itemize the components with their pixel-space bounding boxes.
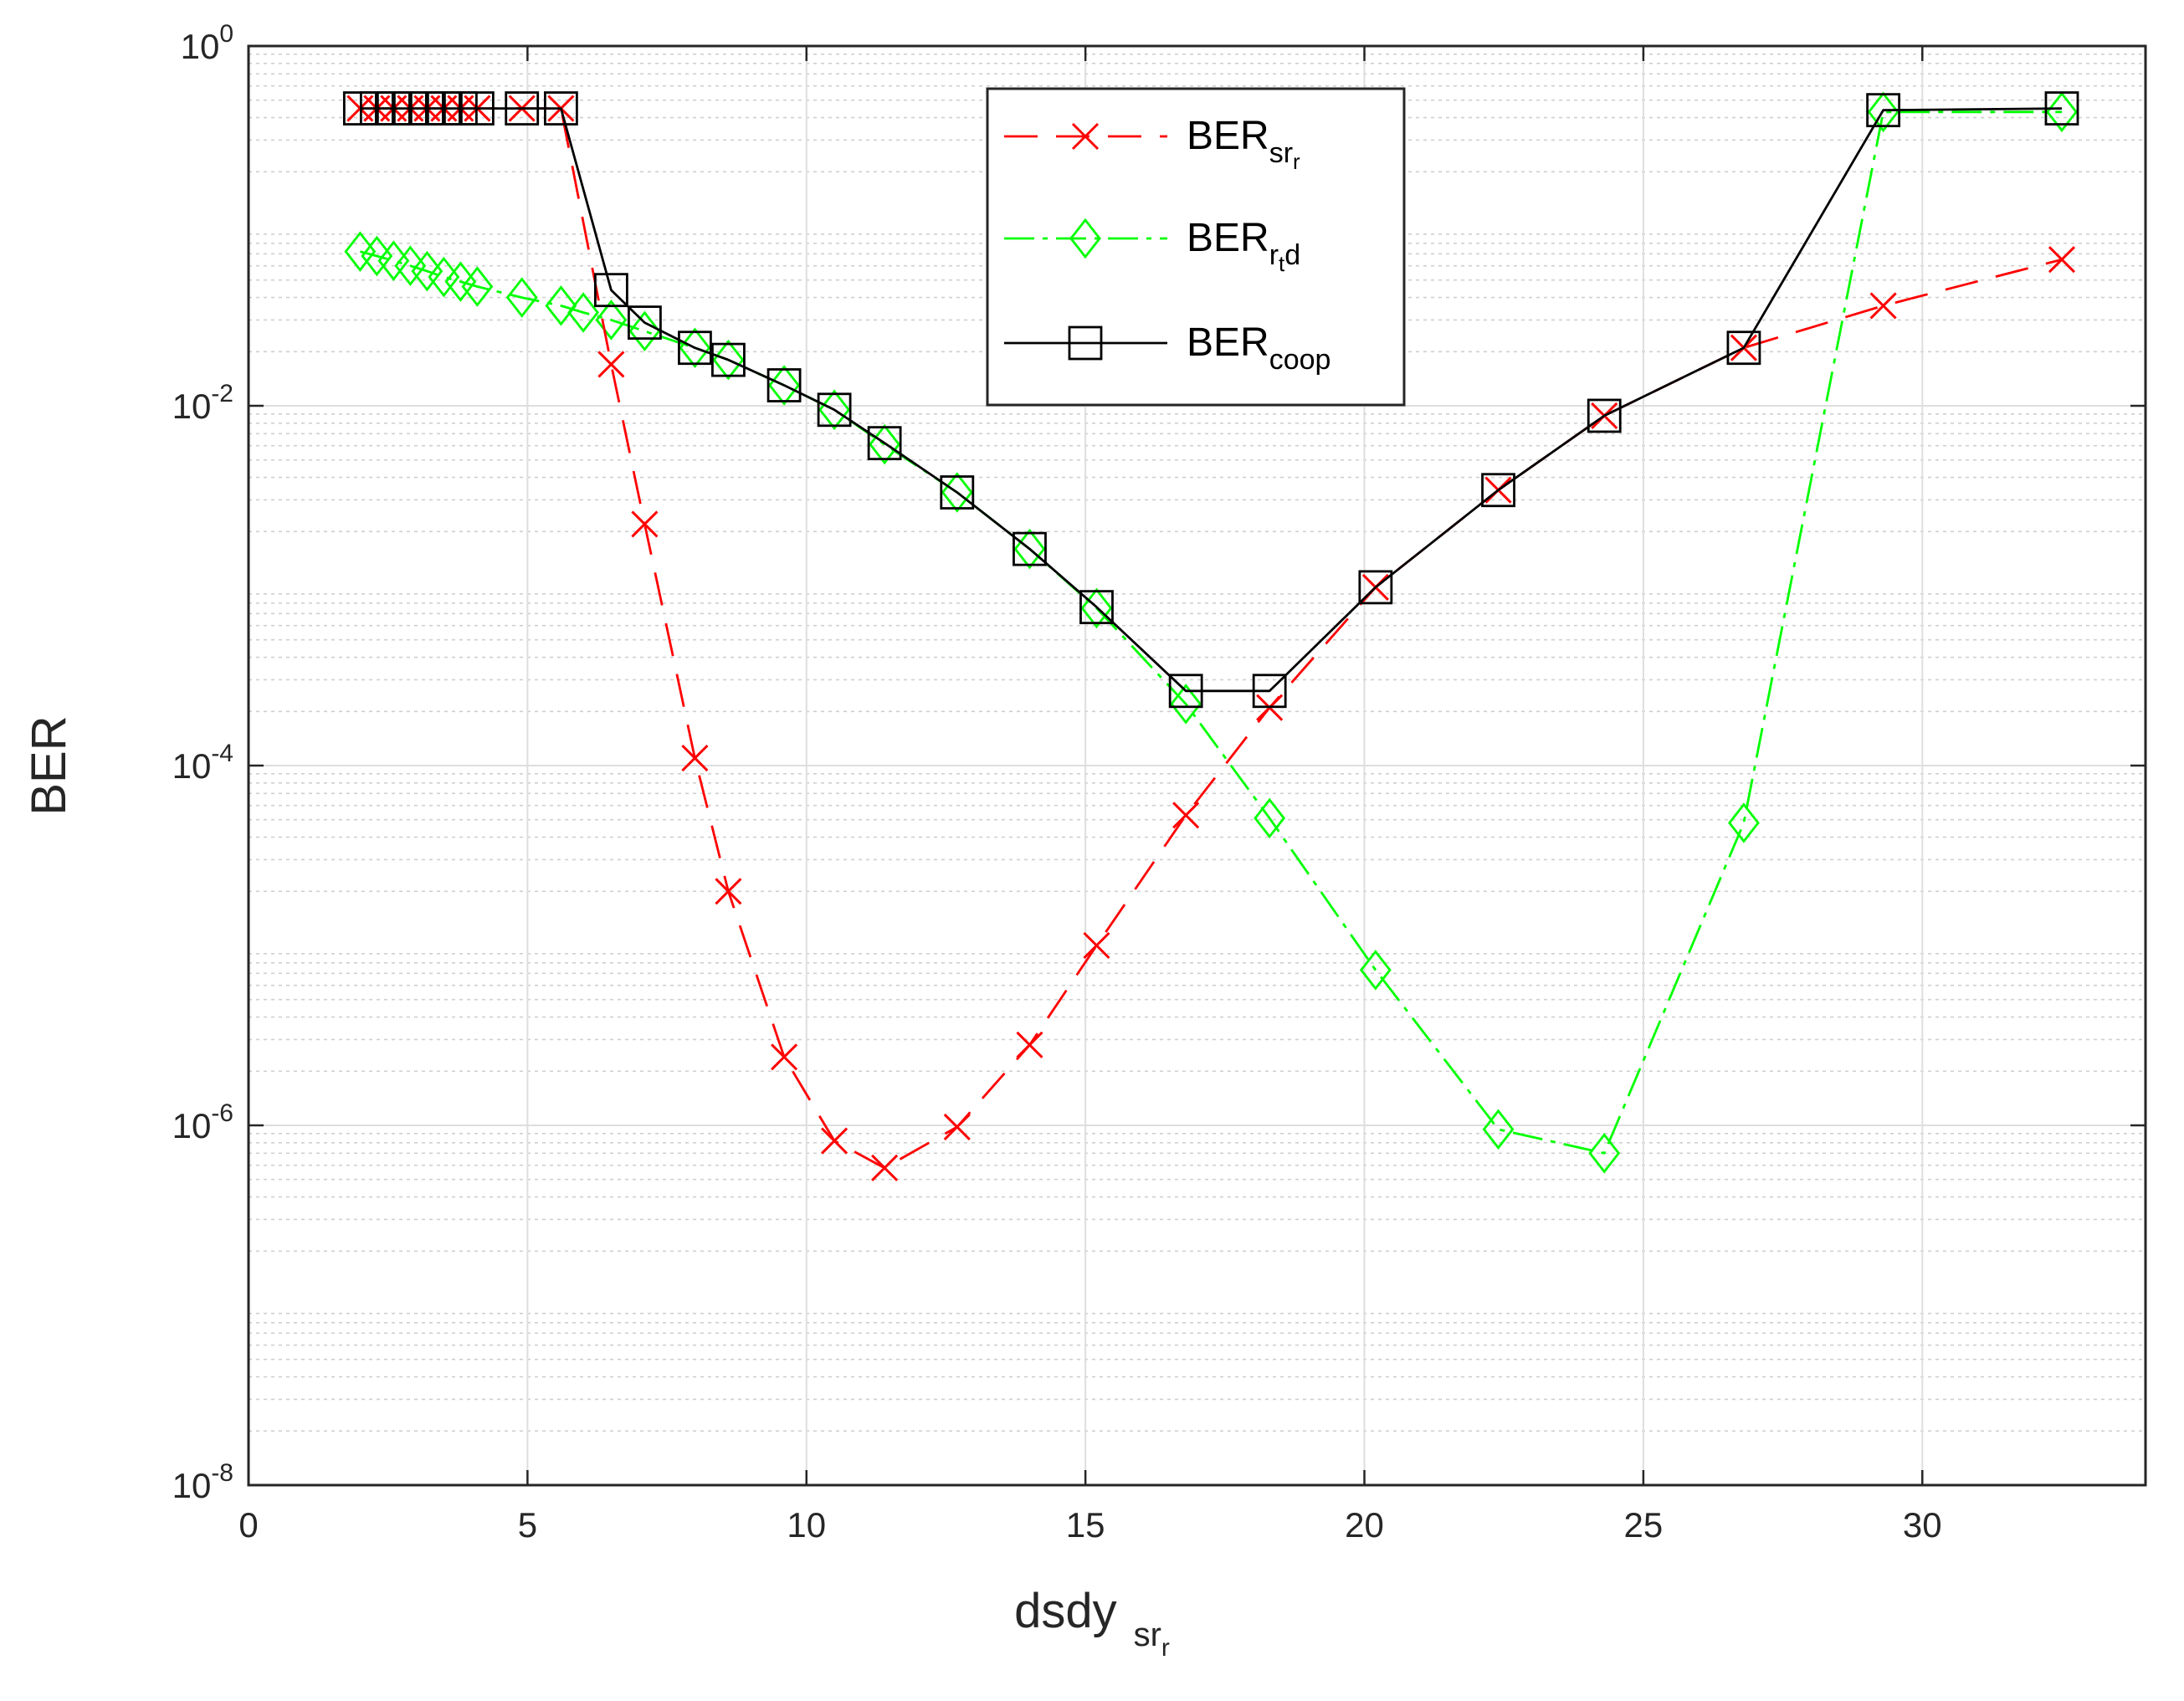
data-point-BER_rtd (818, 389, 851, 431)
data-point-BER_srr (715, 878, 742, 905)
y-tick-label: 10-2 (172, 380, 233, 426)
data-point-BER_coop (1358, 570, 1393, 605)
data-point-BER_coop (678, 330, 712, 366)
data-point-BER_srr (771, 1043, 798, 1071)
y-axis-label: BER (22, 715, 76, 815)
data-point-BER_rtd (712, 339, 745, 381)
data-point-BER_coop (1587, 398, 1622, 433)
data-point-BER_rtd (377, 240, 410, 281)
data-point-BER_srr (2048, 246, 2076, 274)
legend-marker-BER_srr (1071, 122, 1100, 151)
data-point-BER_srr (1016, 1031, 1043, 1058)
data-point-BER_coop (1252, 674, 1287, 709)
data-point-BER_coop (817, 392, 852, 428)
legend-label-ber-srr: BERsrr (1187, 114, 1300, 174)
y-tick-label: 10-8 (172, 1459, 233, 1505)
y-tick-label: 10-6 (172, 1099, 233, 1145)
data-point-BER_srr (1869, 292, 1897, 320)
data-point-BER_srr (681, 745, 709, 772)
x-axis-ticks: 0 5 10 15 20 25 30 (238, 46, 1942, 1545)
data-point-BER_rtd (1727, 802, 1760, 843)
data-point-BER_rtd (628, 310, 661, 352)
series-layer (342, 91, 2079, 1181)
series-line-BER_coop (360, 107, 2063, 693)
data-point-BER_rtd (1359, 950, 1392, 991)
data-point-BER_coop (766, 368, 802, 402)
data-point-BER_coop (459, 91, 495, 126)
data-point-BER_coop (1726, 330, 1761, 366)
data-point-BER_coop (593, 273, 628, 308)
data-point-BER_rtd (567, 292, 599, 333)
x-tick-label: 20 (1345, 1505, 1384, 1545)
data-point-BER_coop (940, 475, 975, 510)
data-point-BER_coop (1079, 590, 1114, 625)
data-point-BER_srr (821, 1127, 848, 1155)
data-point-BER_coop (2044, 91, 2079, 126)
data-point-BER_srr (1172, 802, 1200, 829)
series-BER_coop (342, 91, 2079, 709)
data-point-BER_coop (1866, 93, 1901, 128)
data-point-BER_rtd (595, 300, 628, 341)
data-point-BER_srr (631, 510, 659, 538)
x-tick-label: 25 (1624, 1505, 1664, 1545)
x-tick-label: 0 (238, 1505, 258, 1545)
data-point-BER_rtd (461, 266, 494, 307)
data-point-BER_coop (505, 91, 540, 126)
y-tick-label: 10-4 (172, 740, 233, 786)
y-tick-label: 100 (181, 20, 233, 66)
data-point-BER_coop (711, 342, 746, 377)
legend-label-ber-coop: BERcoop (1187, 320, 1330, 376)
x-tick-label: 30 (1903, 1505, 1942, 1545)
legend-marker-BER_coop (1068, 325, 1103, 361)
x-axis-label: dsdy srr (1014, 1584, 1170, 1662)
legend-marker-BER_rtd (1069, 218, 1101, 259)
data-point-BER_rtd (394, 245, 427, 286)
data-point-BER_coop (1481, 473, 1515, 508)
data-point-BER_rtd (1588, 1133, 1621, 1174)
data-point-BER_rtd (1253, 797, 1286, 839)
data-point-BER_rtd (1867, 91, 1899, 133)
data-point-BER_coop (543, 91, 578, 126)
data-point-BER_coop (1168, 674, 1203, 709)
data-point-BER_rtd (679, 327, 711, 368)
data-point-BER_rtd (1482, 1109, 1515, 1150)
x-tick-label: 10 (787, 1505, 826, 1545)
data-point-BER_rtd (1080, 587, 1113, 629)
data-point-BER_coop (867, 426, 902, 461)
y-axis-ticks: 100 10-2 10-4 10-6 10-8 (172, 20, 2146, 1505)
data-point-BER_rtd (869, 423, 901, 465)
data-point-BER_coop (628, 305, 662, 340)
data-point-BER_rtd (505, 277, 538, 318)
data-point-BER_srr (597, 351, 625, 378)
data-point-BER_srr (943, 1113, 971, 1140)
data-point-BER_rtd (2046, 91, 2078, 133)
x-tick-label: 15 (1066, 1505, 1105, 1545)
legend-label-ber-rtd: BERrtd (1187, 216, 1300, 276)
x-tick-label: 5 (518, 1505, 537, 1545)
data-point-BER_rtd (545, 285, 577, 326)
data-point-BER_rtd (1170, 684, 1202, 725)
data-point-BER_srr (871, 1154, 899, 1181)
legend-box (986, 87, 1406, 407)
legend: BERsrr BERrtd BERcoop (986, 87, 1406, 407)
data-point-BER_rtd (768, 365, 801, 406)
data-point-BER_rtd (411, 250, 443, 292)
data-point-BER_coop (1013, 531, 1047, 566)
data-point-BER_srr (1083, 931, 1110, 960)
